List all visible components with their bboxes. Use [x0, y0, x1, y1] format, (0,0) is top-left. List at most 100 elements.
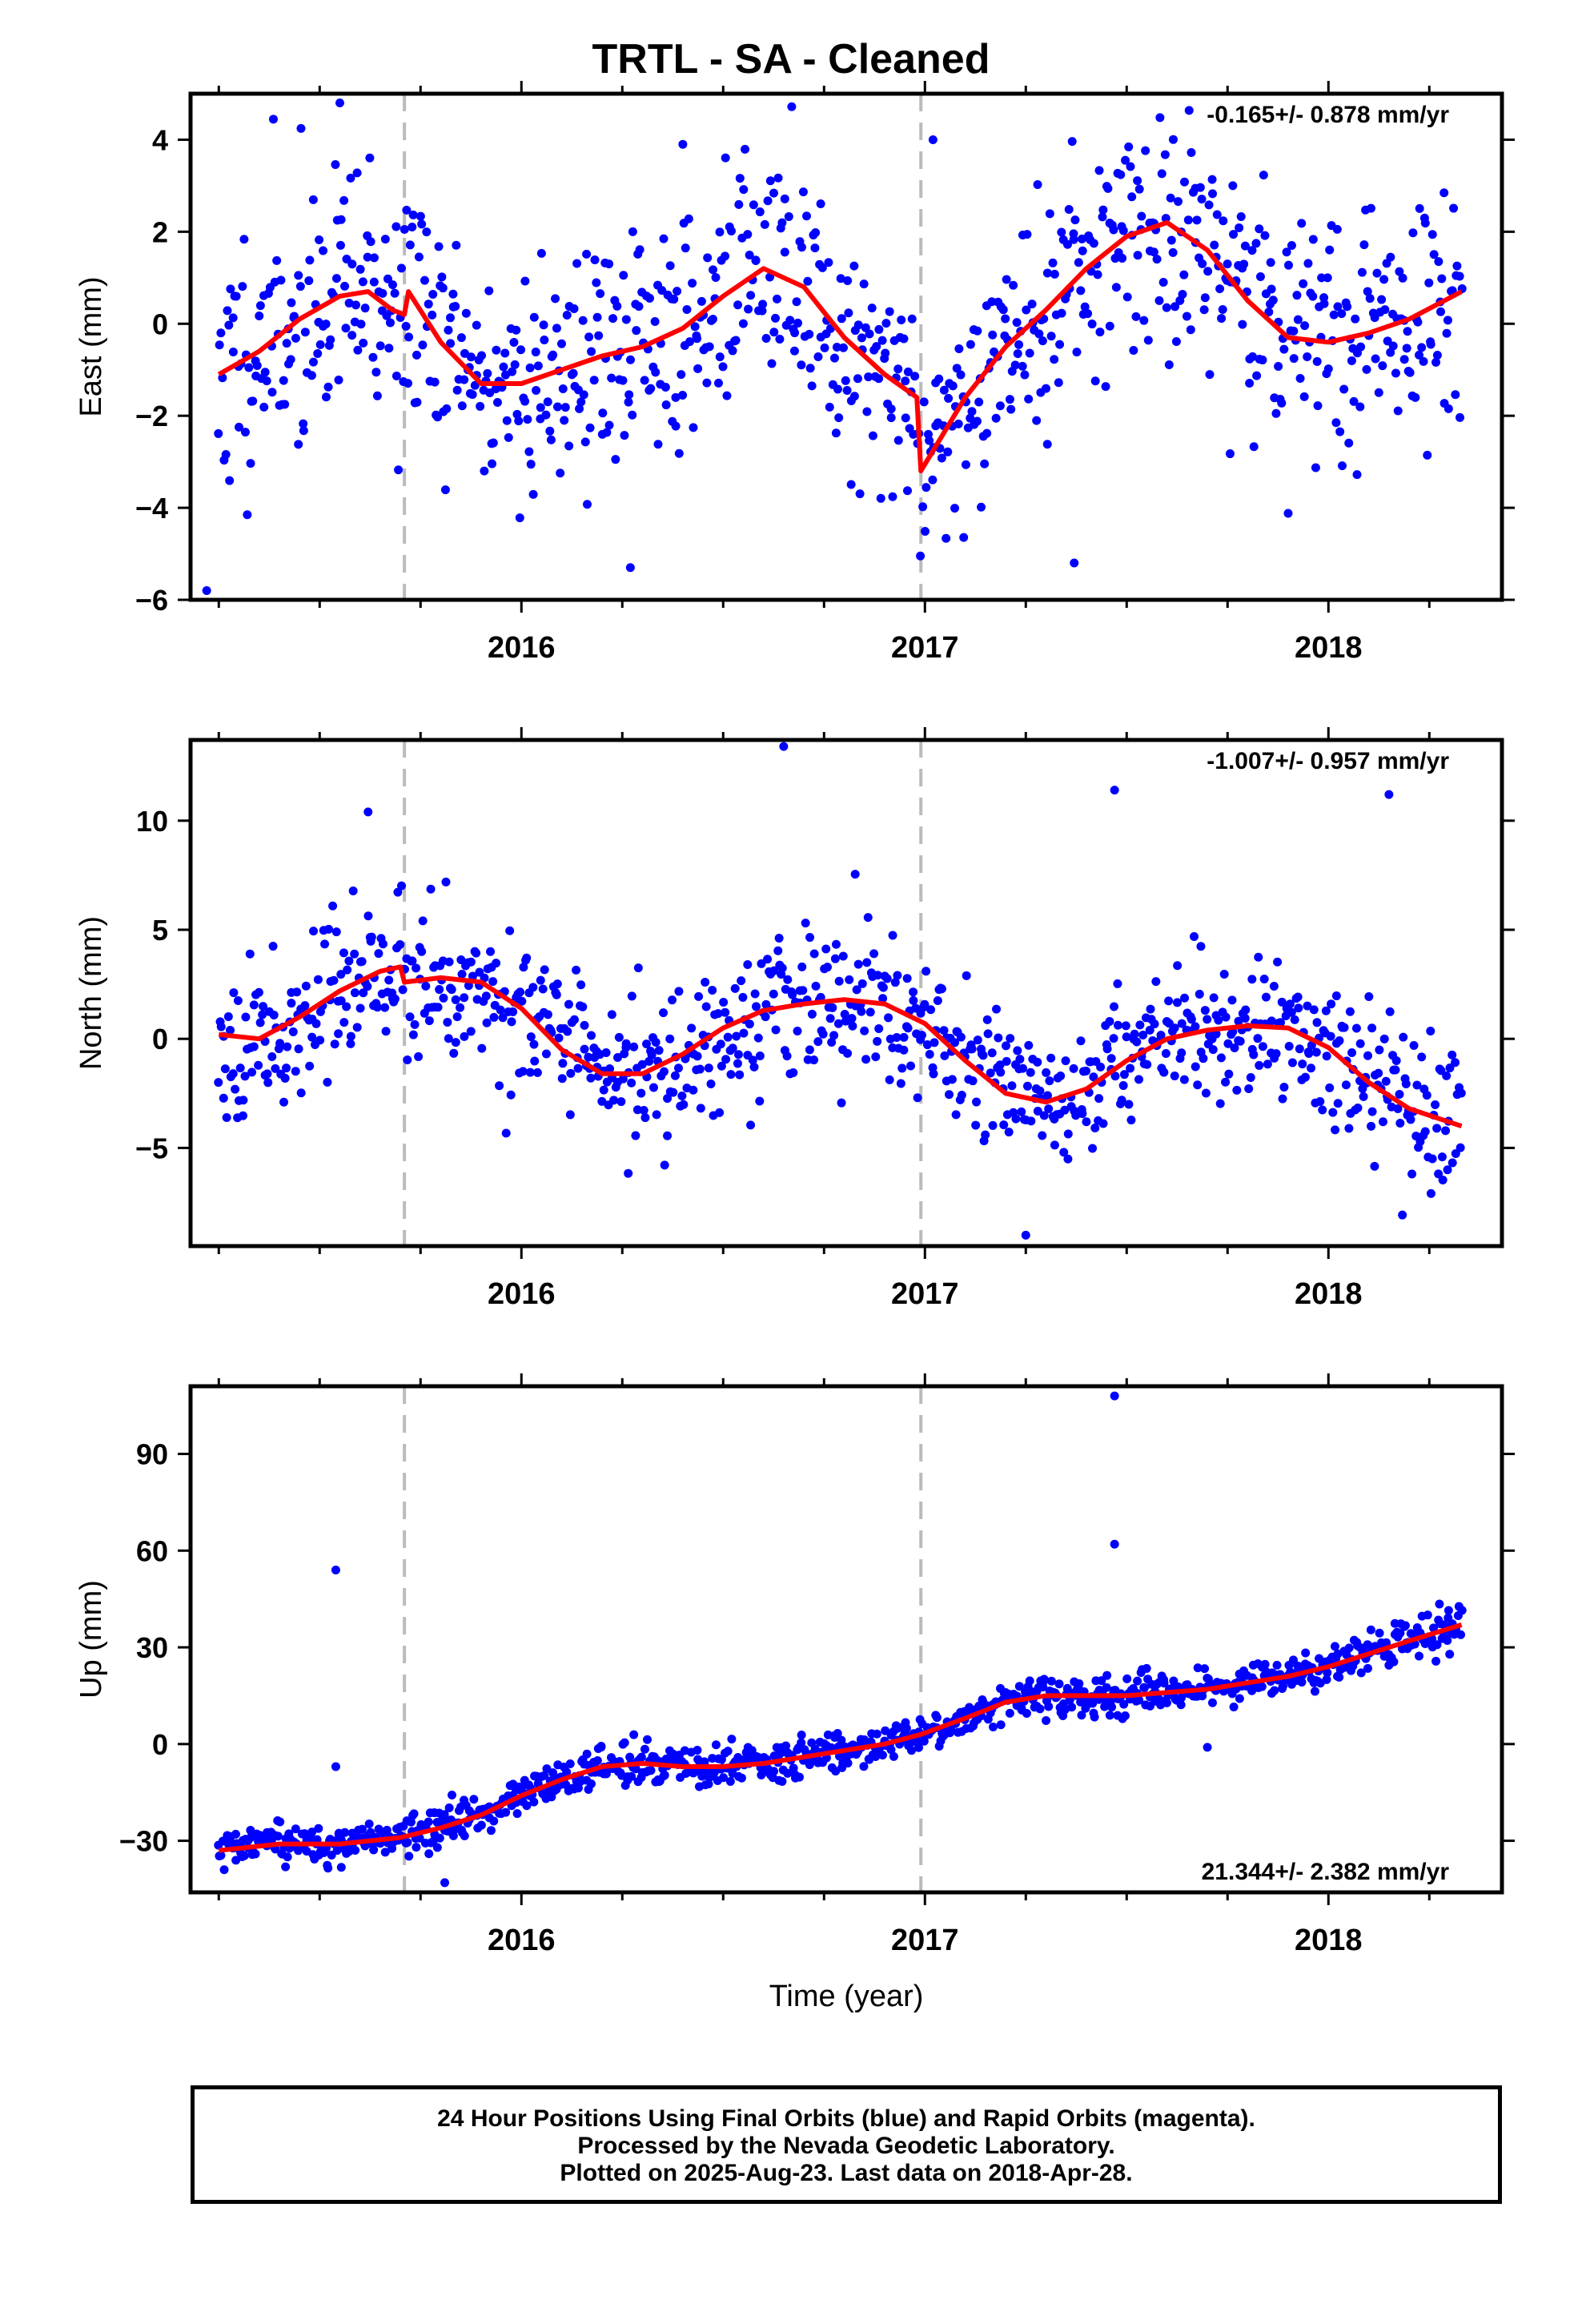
data-point [504, 432, 513, 442]
data-point [1451, 1148, 1460, 1158]
data-point [871, 1052, 881, 1062]
data-point [1179, 1075, 1189, 1084]
data-point [1375, 1045, 1384, 1055]
data-point [718, 362, 728, 372]
data-point [424, 300, 433, 309]
data-point [1179, 177, 1189, 187]
data-point [532, 385, 541, 395]
data-point [1069, 235, 1078, 244]
data-point [1095, 328, 1105, 337]
data-point [797, 243, 806, 252]
data-point [1090, 1123, 1100, 1132]
data-point [331, 927, 341, 937]
data-point [925, 1050, 934, 1059]
data-point [631, 1131, 640, 1140]
y-tick-label: −30 [119, 1825, 168, 1858]
data-point [925, 436, 934, 445]
data-point [1447, 1158, 1457, 1168]
data-point [719, 1773, 729, 1783]
data-point [540, 965, 549, 975]
data-point [650, 317, 660, 327]
data-point [347, 331, 357, 340]
data-point [928, 475, 938, 485]
data-point [280, 400, 290, 409]
data-point [506, 1090, 516, 1100]
data-point [1245, 378, 1255, 388]
data-point [821, 944, 831, 954]
data-point [1426, 1188, 1435, 1198]
data-point [576, 980, 586, 990]
data-point [1400, 1621, 1410, 1630]
data-point [1319, 299, 1329, 308]
data-point [901, 413, 910, 423]
data-point [1298, 1059, 1307, 1069]
data-point [1355, 402, 1365, 412]
data-point [383, 274, 392, 283]
data-point [412, 350, 421, 360]
data-point [1090, 1712, 1099, 1722]
model-fit-line [218, 964, 1463, 1129]
data-point [746, 1120, 756, 1130]
data-point [647, 1051, 656, 1060]
data-point [245, 949, 255, 959]
data-point [611, 455, 620, 464]
data-point [930, 1038, 939, 1047]
data-point [263, 1069, 272, 1079]
data-point [1434, 1169, 1443, 1179]
data-point [1420, 219, 1430, 228]
data-point [1271, 1049, 1281, 1059]
data-point [717, 1061, 726, 1071]
data-point [1033, 1057, 1042, 1067]
data-point [443, 1017, 452, 1027]
data-point [1377, 295, 1387, 304]
data-point [690, 322, 700, 332]
data-point [691, 1767, 701, 1776]
data-point [829, 1031, 839, 1040]
data-point [1417, 1052, 1427, 1062]
data-point [1248, 352, 1258, 361]
data-point [1398, 1210, 1407, 1220]
data-point [477, 1043, 487, 1053]
data-point [1024, 394, 1034, 404]
data-point [1186, 148, 1196, 158]
data-point [282, 339, 291, 348]
data-point [1142, 1059, 1152, 1069]
data-point [1177, 1048, 1186, 1058]
data-point [1307, 1063, 1316, 1073]
data-point [748, 1055, 757, 1065]
data-point [1215, 1099, 1225, 1108]
data-point [343, 965, 352, 975]
data-point [532, 1068, 542, 1077]
data-point [639, 1105, 648, 1115]
data-point [1001, 314, 1010, 324]
data-point [1200, 1664, 1210, 1674]
data-point [273, 1831, 283, 1841]
data-point [313, 349, 323, 359]
data-point [782, 1051, 792, 1061]
data-point [269, 1010, 279, 1019]
data-point [369, 1845, 379, 1855]
data-point [922, 1040, 932, 1050]
data-point [1039, 1675, 1049, 1684]
data-point [326, 335, 335, 344]
data-point [1046, 1053, 1056, 1063]
data-point [628, 410, 637, 420]
data-point [1343, 302, 1352, 312]
data-point [1070, 558, 1079, 568]
data-point [1278, 1094, 1287, 1104]
data-point [418, 340, 428, 350]
data-point [679, 1100, 689, 1109]
data-point [231, 1084, 240, 1094]
data-point [849, 392, 859, 401]
data-point [1134, 1075, 1144, 1084]
model-fit-line [217, 219, 1463, 474]
data-point [240, 1072, 250, 1081]
data-point [805, 933, 815, 943]
data-point [525, 1068, 535, 1077]
data-point [1251, 239, 1261, 248]
data-point [584, 332, 594, 342]
data-point [933, 995, 942, 1005]
data-point [865, 1007, 875, 1017]
data-point [1139, 316, 1149, 325]
data-point [1228, 181, 1238, 191]
